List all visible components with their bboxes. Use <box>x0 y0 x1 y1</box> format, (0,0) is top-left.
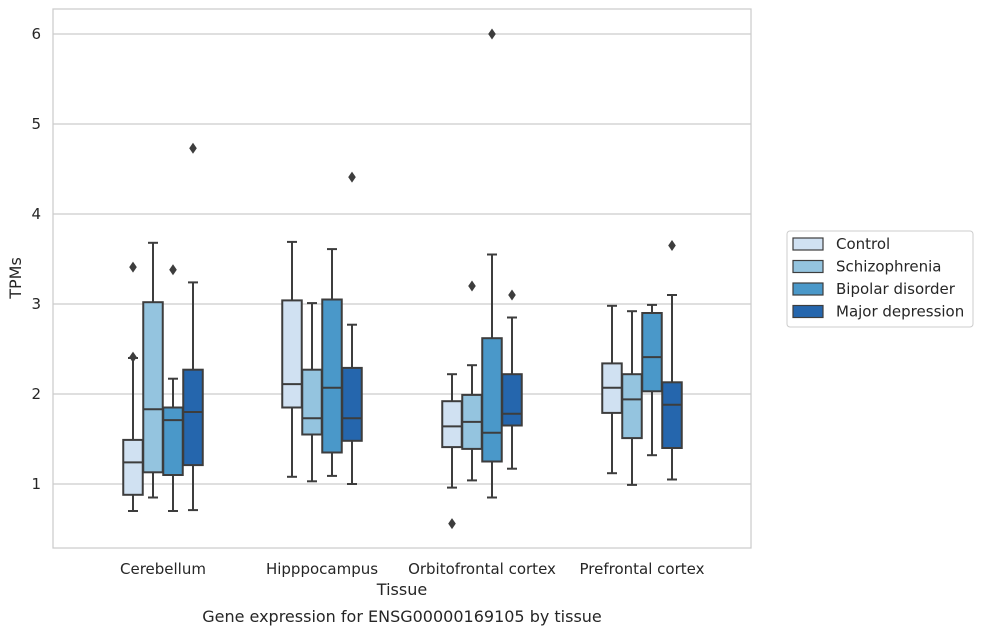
box-schizophrenia <box>621 310 643 486</box>
outlier-point <box>169 264 177 276</box>
y-tick-label: 2 <box>31 385 41 403</box>
x-tick-label: Cerebellum <box>120 560 206 578</box>
legend: Control Schizophrenia Bipolar disorder Majo… <box>786 230 974 328</box>
legend-swatch <box>792 237 824 251</box>
box-schizophrenia <box>301 302 323 483</box>
outlier-point <box>488 28 496 40</box>
box-control <box>601 304 623 475</box>
x-tick-label: Prefrontal cortex <box>580 560 705 578</box>
box-major-depression <box>501 289 523 470</box>
iqr-box <box>281 299 303 409</box>
outlier-point <box>129 261 137 273</box>
outlier-point <box>348 171 356 183</box>
y-tick-label: 4 <box>31 205 41 223</box>
x-tick-labels: Cerebellum Hipppocampus Orbitofrontal cort… <box>120 560 705 578</box>
x-tick-label: Hipppocampus <box>266 560 378 578</box>
iqr-box <box>341 366 363 442</box>
y-tick-label: 6 <box>31 25 41 43</box>
box-major-depression <box>341 171 363 485</box>
iqr-box <box>142 301 164 474</box>
y-axis-label: TPMs <box>6 257 25 300</box>
outlier-point <box>668 240 676 251</box>
iqr-box <box>321 298 343 454</box>
iqr-box <box>501 373 523 427</box>
y-tick-label: 3 <box>31 295 41 313</box>
x-axis-label: Tissue <box>376 580 427 599</box>
legend-swatch <box>792 259 824 274</box>
box-control <box>281 240 303 478</box>
legend-entry: Major depression <box>836 303 964 321</box>
iqr-box <box>641 312 663 393</box>
legend-swatch <box>792 304 824 319</box>
iqr-box <box>162 406 184 476</box>
box-bipolar-disorder <box>481 28 503 499</box>
iqr-box <box>301 368 323 436</box>
y-tick-label: 1 <box>31 475 41 493</box>
y-tick-label: 5 <box>31 115 41 133</box>
legend-frame <box>786 230 974 328</box>
outlier-point <box>129 351 137 363</box>
box-schizophrenia <box>461 280 483 482</box>
box-bipolar-disorder <box>162 264 184 512</box>
iqr-box <box>621 373 643 440</box>
box-bipolar-disorder <box>321 248 343 477</box>
iqr-box <box>182 368 204 467</box>
y-tick-labels: 1 2 3 4 5 6 <box>31 25 41 493</box>
legend-entry: Schizophrenia <box>836 258 941 276</box>
box-major-depression <box>182 142 204 512</box>
legend-entry: Control <box>836 235 890 253</box>
box-bipolar-disorder <box>641 303 663 457</box>
box-control <box>441 373 463 530</box>
iqr-box <box>481 337 503 463</box>
legend-entry: Bipolar disorder <box>836 280 956 298</box>
box-groups <box>122 28 683 530</box>
outlier-point <box>189 142 197 154</box>
chart-caption: Gene expression for ENSG00000169105 by t… <box>202 607 602 626</box>
iqr-box <box>661 381 683 449</box>
box-schizophrenia <box>142 241 164 499</box>
legend-swatch <box>792 282 824 296</box>
box-control <box>122 261 144 512</box>
plot-frame <box>52 8 752 549</box>
x-tick-label: Orbitofrontal cortex <box>408 560 556 578</box>
iqr-box <box>122 438 144 496</box>
outlier-point <box>508 289 516 301</box>
iqr-box <box>441 400 463 449</box>
box-major-depression <box>661 240 683 481</box>
outlier-point <box>448 518 456 530</box>
outlier-point <box>468 280 476 292</box>
